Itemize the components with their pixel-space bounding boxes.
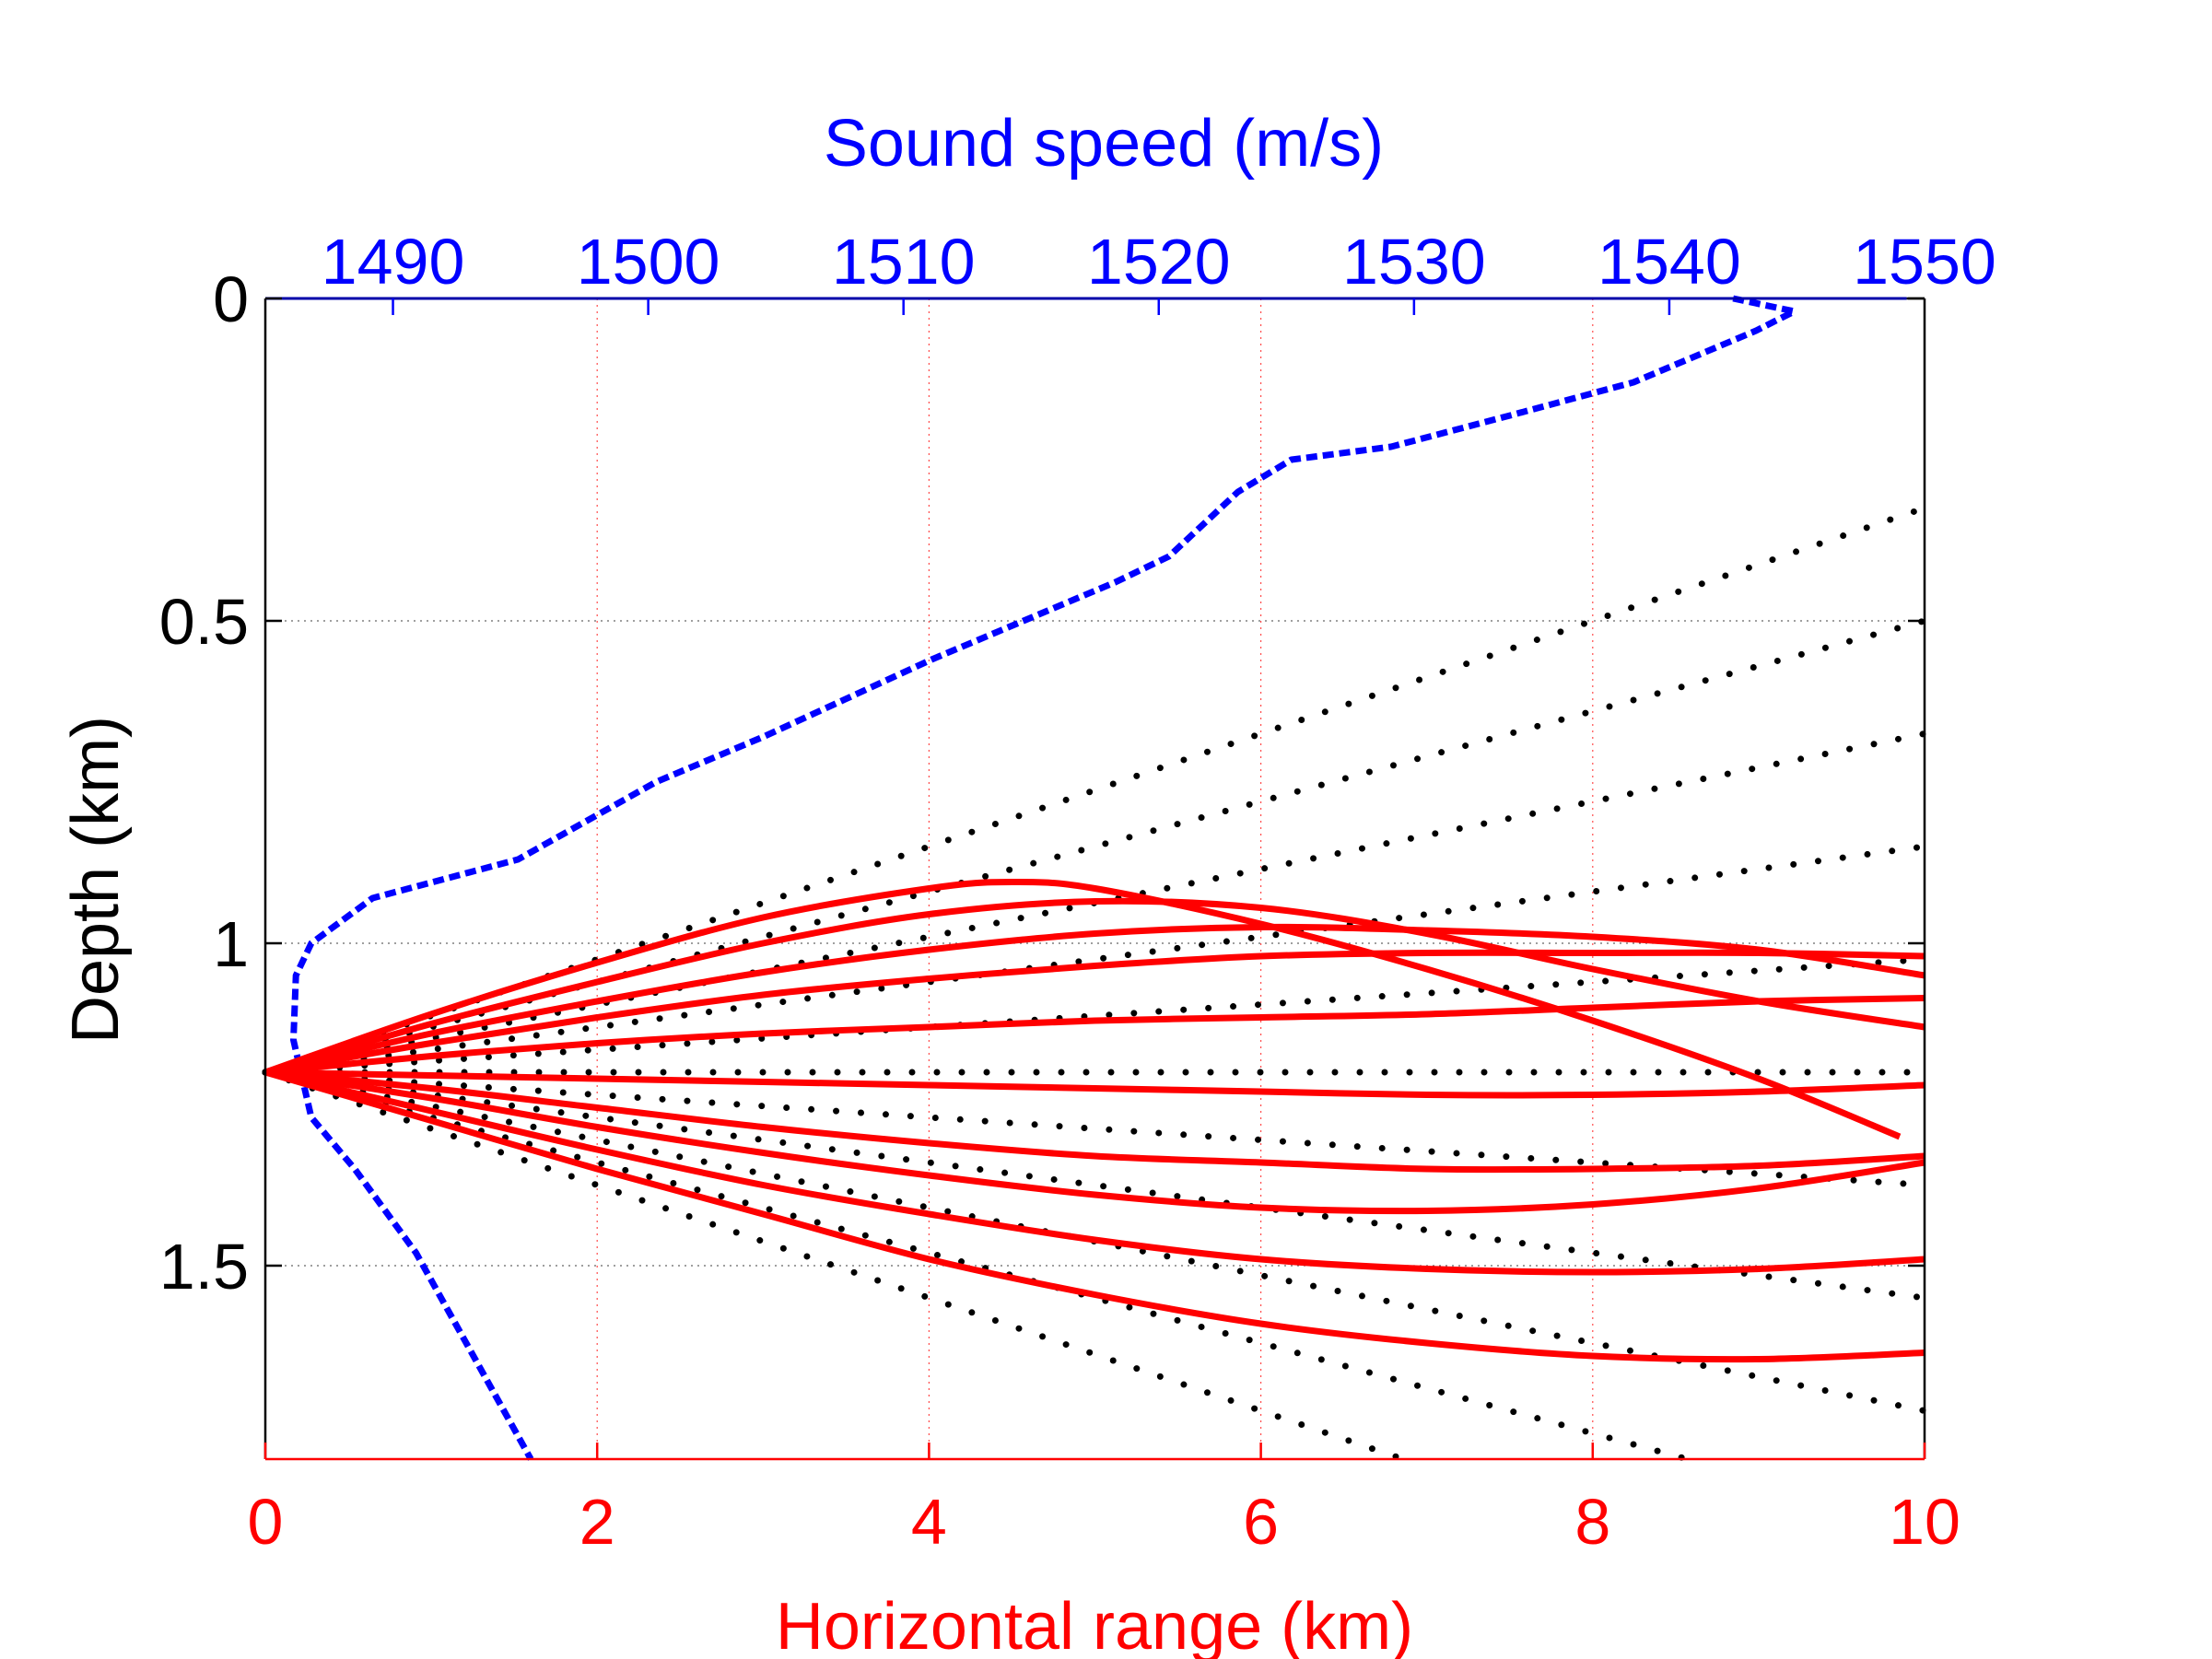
grid — [265, 298, 1925, 1459]
straight-ray — [262, 1069, 1691, 1463]
x-tick-label: 6 — [1243, 1486, 1279, 1558]
x2-tick-label: 1490 — [322, 226, 465, 298]
refracted-ray-6 — [264, 1069, 1925, 1099]
refracted-ray-8 — [264, 1069, 1925, 1215]
refracted-rays — [263, 878, 1925, 1363]
refracted-ray-9 — [264, 1069, 1925, 1276]
y-tick-label: 1.5 — [159, 1231, 249, 1303]
y-tick-labels: 0 0.5 1 1.5 — [159, 263, 249, 1303]
x-tick-label: 0 — [248, 1486, 284, 1558]
x2-tick-label: 1530 — [1342, 226, 1486, 298]
axes — [263, 297, 1926, 1461]
refracted-ray-4 — [264, 949, 1925, 1076]
refracted-ray-10 — [264, 1069, 1925, 1363]
y-tick-label: 0.5 — [159, 586, 249, 658]
refracted-ray-3 — [264, 923, 1925, 1076]
refracted-ray-2 — [264, 897, 1925, 1076]
y-tick-label: 1 — [213, 908, 249, 980]
x-axis-title: Horizontal range (km) — [776, 1590, 1413, 1659]
y-axis-title: Depth (km) — [59, 716, 133, 1044]
x2-tick-label: 1500 — [577, 226, 720, 298]
x2-tick-label: 1550 — [1853, 226, 1996, 298]
x-tick-label: 2 — [579, 1486, 615, 1558]
straight-ray — [262, 1069, 1928, 1302]
x2-tick-labels: 1490 1500 1510 1520 1530 1540 1550 — [322, 226, 1996, 298]
straight-ray — [262, 1069, 1407, 1463]
x-tick-label: 8 — [1574, 1486, 1610, 1558]
x2-tick-label: 1540 — [1598, 226, 1741, 298]
x2-tick-label: 1520 — [1087, 226, 1231, 298]
x-tick-labels: 0 2 4 6 8 10 — [248, 1486, 1960, 1558]
x2-tick-label: 1510 — [832, 226, 976, 298]
x2-axis-title: Sound speed (m/s) — [824, 107, 1384, 181]
straight-ray — [262, 843, 1928, 1076]
refracted-ray-1 — [263, 878, 1902, 1140]
refracted-ray-7 — [264, 1069, 1925, 1174]
y-tick-label: 0 — [213, 263, 249, 335]
x-tick-label: 10 — [1889, 1486, 1960, 1558]
x-tick-label: 4 — [911, 1486, 947, 1558]
refracted-ray-5 — [264, 995, 1925, 1076]
